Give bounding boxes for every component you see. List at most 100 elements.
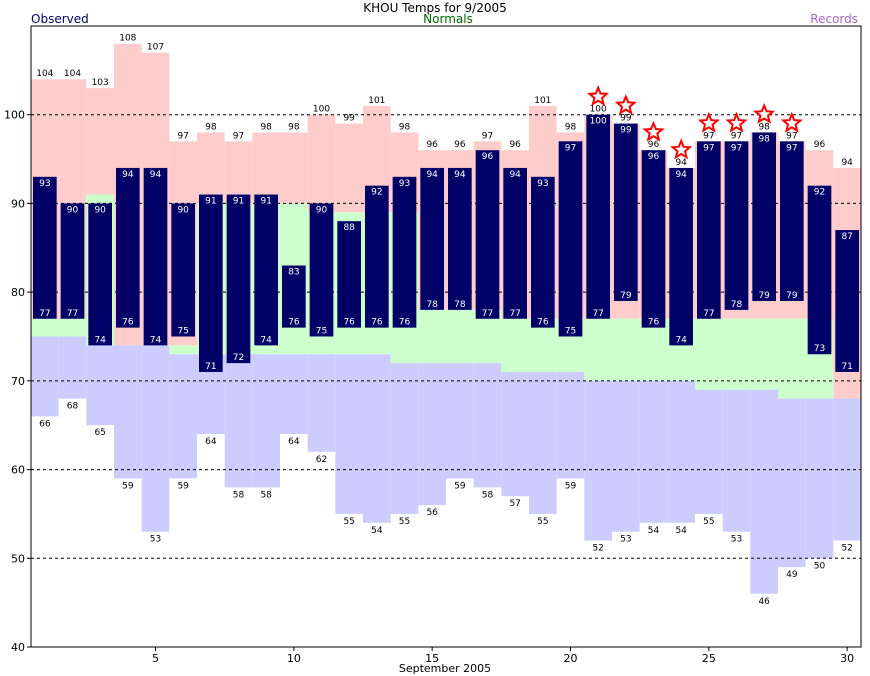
normal-band [778, 318, 806, 399]
observed-bar [531, 176, 555, 328]
observed-high-label: 97 [565, 143, 576, 153]
observed-low-label: 73 [814, 344, 825, 354]
observed-bar [116, 167, 140, 328]
record-high-label: 96 [814, 140, 826, 150]
observed-high-label: 93 [537, 179, 548, 189]
observed-high-label: 93 [39, 179, 50, 189]
observed-low-label: 79 [758, 291, 770, 301]
record-low-label: 59 [122, 481, 134, 491]
observed-high-label: 100 [590, 117, 607, 127]
observed-low-label: 79 [786, 291, 798, 301]
observed-bar [641, 150, 666, 328]
record-high-label: 98 [260, 122, 272, 132]
record-low-label: 59 [565, 481, 577, 491]
record-high-label: 101 [534, 96, 551, 106]
observed-bar [282, 265, 306, 328]
record-low-label: 66 [39, 419, 51, 429]
record-low-band [805, 398, 834, 559]
record-high-label: 101 [368, 96, 385, 106]
observed-high-label: 91 [205, 197, 216, 207]
record-low-band [307, 354, 336, 452]
y-tick-label: 100 [4, 109, 25, 122]
observed-low-label: 75 [565, 327, 576, 337]
record-low-label: 46 [758, 597, 770, 607]
record-star-icon [753, 102, 776, 124]
record-high-label: 103 [92, 78, 109, 88]
observed-low-label: 74 [94, 335, 106, 345]
normal-band [722, 318, 751, 390]
legend-observed: Observed [31, 12, 89, 26]
observed-low-label: 74 [675, 335, 687, 345]
record-high-band [280, 132, 308, 204]
observed-low-label: 77 [67, 309, 78, 319]
observed-low-label: 76 [122, 318, 134, 328]
record-low-band [141, 345, 170, 532]
observed-bar [337, 221, 361, 328]
record-low-label: 53 [731, 535, 742, 545]
record-low-label: 64 [205, 437, 217, 447]
observed-bar [60, 203, 85, 319]
observed-low-label: 77 [39, 309, 50, 319]
record-low-band [280, 354, 308, 435]
observed-bar [697, 141, 721, 319]
observed-low-label: 71 [205, 362, 216, 372]
x-axis-label: September 2005 [398, 662, 492, 675]
record-low-band [612, 380, 640, 532]
observed-bar [420, 167, 444, 310]
record-high-band [252, 132, 280, 204]
observed-bar [475, 150, 500, 319]
observed-high-label: 94 [122, 170, 134, 180]
observed-bar [309, 203, 334, 337]
record-low-band [695, 389, 723, 514]
observed-bar [88, 203, 112, 346]
observed-bar [669, 167, 693, 346]
observed-low-label: 77 [509, 309, 520, 319]
record-high-band [307, 114, 336, 213]
legend-records: Records [810, 12, 858, 26]
normal-band [584, 318, 612, 381]
observed-bar [724, 141, 749, 310]
observed-bar [226, 194, 251, 364]
record-high-band [335, 123, 363, 213]
observed-bar [752, 132, 776, 302]
record-high-band [197, 132, 225, 204]
record-high-label: 96 [509, 140, 521, 150]
observed-high-label: 98 [758, 134, 770, 144]
observed-high-label: 92 [814, 188, 825, 198]
record-high-label: 97 [177, 131, 188, 141]
record-low-band [418, 363, 446, 506]
record-star-icon [614, 93, 637, 116]
observed-bar [586, 114, 610, 319]
observed-bar [171, 203, 195, 337]
normal-band [639, 318, 668, 381]
observed-high-label: 91 [260, 197, 271, 207]
record-low-label: 65 [94, 428, 105, 438]
observed-low-label: 72 [233, 353, 244, 363]
observed-bar [503, 167, 527, 319]
y-tick-label: 80 [11, 286, 25, 299]
observed-low-label: 76 [648, 318, 660, 328]
normal-band [750, 318, 778, 390]
normal-band [418, 309, 446, 364]
record-high-label: 99 [620, 114, 632, 124]
observed-high-label: 97 [786, 143, 797, 153]
record-low-label: 53 [150, 535, 161, 545]
record-low-band [750, 389, 778, 594]
record-low-label: 54 [371, 526, 383, 536]
record-low-label: 54 [675, 526, 687, 536]
record-high-label: 94 [841, 158, 853, 168]
record-high-label: 98 [565, 122, 577, 132]
chart-title: KHOU Temps for 9/2005 [363, 1, 507, 15]
observed-low-label: 74 [260, 335, 272, 345]
observed-high-label: 94 [509, 170, 521, 180]
record-high-band [86, 88, 114, 195]
observed-high-label: 96 [648, 152, 660, 162]
observed-bar [199, 194, 223, 372]
legend-normals: Normals [423, 12, 473, 26]
record-low-label: 55 [703, 517, 714, 527]
record-low-band [31, 336, 59, 417]
record-low-band [363, 354, 391, 523]
observed-low-label: 77 [592, 309, 603, 319]
observed-high-label: 88 [343, 223, 355, 233]
